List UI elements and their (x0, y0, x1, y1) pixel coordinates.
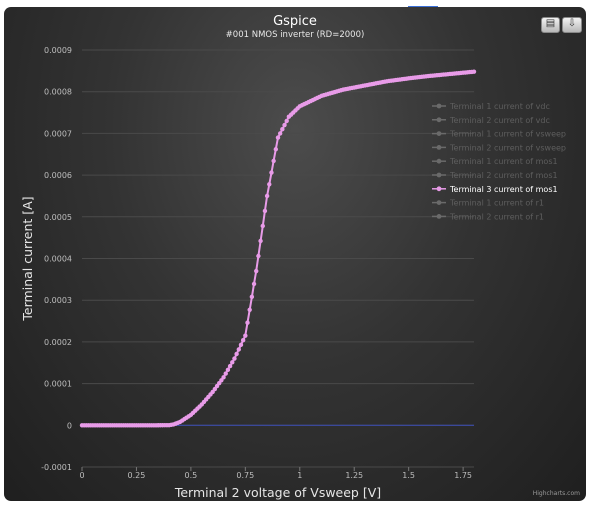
y-tick-label: 0.0005 (44, 213, 72, 222)
legend-symbol-marker (436, 131, 442, 136)
series-point (240, 338, 246, 343)
series-point (256, 253, 261, 259)
series-point (273, 147, 279, 152)
series-point (471, 69, 477, 74)
y-tick-label: 0.0008 (44, 88, 72, 97)
chart-plot: -0.0001 0 0.0001 0.0002 0.0003 0.0004 0.0005 0.… (20, 46, 566, 500)
x-axis-tick-labels: 0 0.25 0.5 0.75 1 1.25 1.5 1.75 (79, 471, 472, 480)
series-point (232, 356, 237, 361)
legend-item[interactable]: Terminal 1 current of mos1 (432, 157, 558, 166)
y-tick-label: 0.0001 (44, 380, 72, 389)
legend-symbol-marker (436, 145, 442, 150)
legend-label: Terminal 2 current of mos1 (449, 171, 558, 180)
series-point (251, 281, 257, 287)
series-line (82, 70, 475, 427)
legend-item[interactable]: Terminal 1 current of vdc (432, 102, 550, 111)
series-point (243, 333, 248, 338)
legend-symbol-marker (436, 172, 442, 178)
legend-label: Terminal 3 current of mos1 (449, 185, 558, 194)
legend-label: Terminal 2 current of vdc (449, 116, 550, 125)
series-point (258, 238, 263, 244)
x-tick-label: 1.75 (454, 471, 472, 480)
x-tick-label: 0.5 (185, 471, 198, 480)
series-point (230, 360, 235, 365)
x-tick-label: 1.25 (345, 471, 363, 480)
series-point (234, 351, 239, 357)
y-tick-label: 0.0009 (44, 46, 72, 55)
printer-icon: ▤ (545, 18, 556, 29)
series-point (238, 342, 244, 348)
series-point (245, 320, 250, 325)
legend-symbol-marker (436, 103, 442, 109)
legend-label: Terminal 1 current of vdc (449, 102, 550, 111)
legend-label: Terminal 2 current of vsweep (449, 143, 566, 152)
export-button[interactable]: ⇩ (562, 17, 582, 33)
legend-item[interactable]: Terminal 2 current of mos1 (432, 171, 558, 180)
x-tick-label: 1 (297, 471, 302, 480)
export-icon: ⇩ (567, 18, 577, 29)
y-axis-label: Terminal current [A] (20, 196, 35, 321)
x-tick-label: 0.75 (236, 471, 254, 480)
legend-item[interactable]: Terminal 1 current of vsweep (432, 130, 566, 139)
chart-subtitle: #001 NMOS inverter (RD=2000) (225, 30, 365, 40)
legend-symbol-marker (436, 214, 442, 219)
y-tick-label: 0.0002 (44, 338, 72, 347)
legend-label: Terminal 1 current of r1 (449, 199, 544, 208)
legend-item[interactable]: Terminal 2 current of vdc (432, 116, 550, 125)
y-tick-label: -0.0001 (41, 463, 72, 472)
grid-lines (81, 49, 474, 471)
print-button[interactable]: ▤ (541, 17, 560, 33)
legend-item[interactable]: Terminal 2 current of vsweep (432, 143, 566, 152)
legend-label: Terminal 2 current of r1 (449, 212, 544, 221)
legend-item[interactable]: Terminal 1 current of r1 (432, 199, 544, 208)
series-point (260, 223, 265, 229)
series-point (225, 367, 231, 373)
legend-item[interactable]: Terminal 2 current of r1 (432, 212, 544, 221)
chart-container: Gspice #001 NMOS inverter (RD=2000) ▤ ⇩ … (4, 7, 586, 501)
y-tick-label: 0.0003 (44, 296, 72, 305)
x-axis-label: Terminal 2 voltage of Vsweep [V] (174, 485, 381, 500)
x-tick-label: 0 (79, 471, 84, 480)
series-point (282, 122, 287, 128)
series-point (277, 131, 283, 136)
series-layer (79, 69, 477, 428)
legend-item[interactable]: Terminal 3 current of mos1 (432, 185, 558, 194)
series-point (280, 127, 285, 132)
series-point (254, 268, 259, 274)
credits-link[interactable]: Highcharts.com (532, 490, 580, 497)
legend-symbol-marker (436, 186, 442, 192)
legend-symbol-marker (436, 158, 442, 164)
legend: Terminal 1 current of vdc Terminal 2 curr… (432, 102, 566, 221)
series-point (249, 294, 255, 300)
legend-label: Terminal 1 current of mos1 (449, 157, 558, 166)
series-point (227, 363, 233, 369)
y-tick-label: 0.0004 (44, 255, 72, 264)
series-point (267, 182, 272, 187)
series-point (223, 371, 228, 376)
y-tick-label: 0 (67, 421, 72, 430)
legend-symbol-marker (436, 117, 442, 123)
series-point (236, 347, 241, 352)
series-point (247, 307, 252, 312)
series-point (264, 193, 270, 199)
legend-symbol-marker (436, 200, 442, 206)
series-point (284, 118, 289, 124)
series-point (275, 135, 281, 140)
y-axis-tick-labels: -0.0001 0 0.0001 0.0002 0.0003 0.0004 0.0005 0.… (41, 46, 72, 472)
y-tick-label: 0.0006 (44, 171, 72, 180)
x-tick-label: 1.5 (402, 471, 415, 480)
series-point (271, 158, 276, 164)
legend-label: Terminal 1 current of vsweep (449, 130, 566, 139)
x-tick-label: 0.25 (128, 471, 146, 480)
series-point (262, 208, 268, 214)
series-point (269, 170, 274, 175)
chart-title: Gspice (273, 14, 317, 29)
series-point (221, 375, 226, 380)
y-tick-label: 0.0007 (44, 129, 72, 138)
